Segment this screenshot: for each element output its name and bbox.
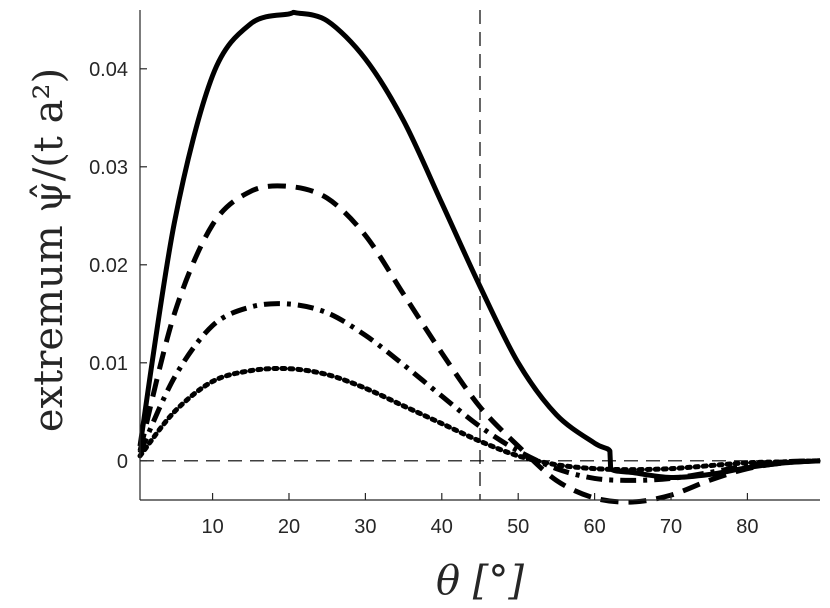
x-tick-label: 70 [660,516,682,538]
tick-labels: 10 20 30 40 50 60 70 80 0 0.01 0.02 0.03 0.04 [89,59,758,538]
x-tick-label: 10 [201,516,223,538]
x-tick-label: 20 [278,516,300,538]
series-line-dash-dot [137,301,821,483]
reference-lines [140,10,820,500]
x-axis-title: θ [°] [436,558,524,604]
x-tick-label: 40 [431,516,453,538]
y-tick-label: 0.02 [89,255,128,277]
axes [139,10,820,501]
y-axis-title: extremum ψ̂/(t a²) [26,68,72,432]
x-tick-label: 50 [507,516,529,538]
series-layer [137,9,823,505]
series-line-dashed [137,183,821,505]
x-tick-label: 30 [354,516,376,538]
series-line-dotted [137,365,823,473]
y-tick-label: 0.03 [89,157,128,179]
y-tick-label: 0.04 [89,59,128,81]
x-tick-label: 60 [583,516,605,538]
x-tick-label: 80 [736,516,758,538]
y-tick-label: 0.01 [89,353,128,375]
y-tick-label: 0 [117,451,128,473]
